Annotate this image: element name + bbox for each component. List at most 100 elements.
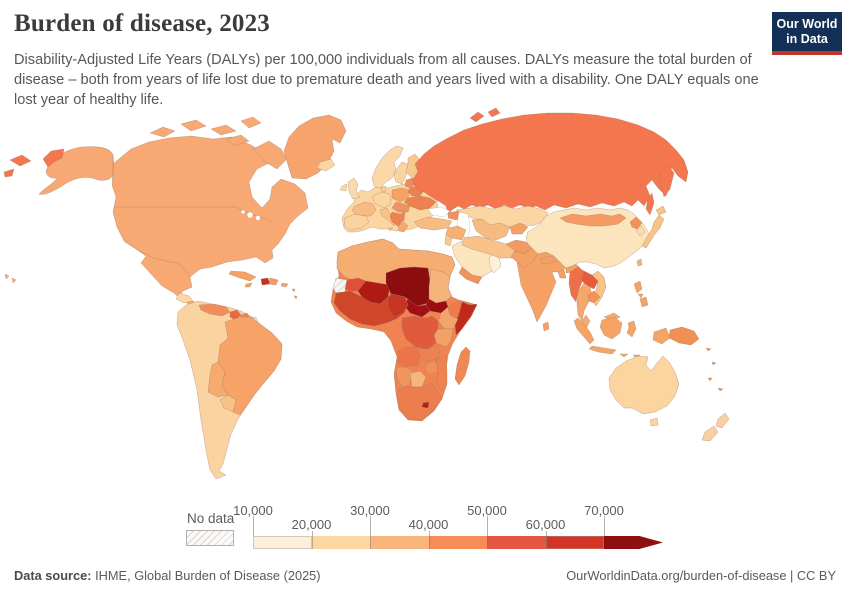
- country-norway[interactable]: [371, 145, 404, 189]
- country-russia-fragment[interactable]: [3, 168, 15, 178]
- country-mongolia[interactable]: [559, 213, 627, 227]
- legend-bin-4[interactable]: [487, 536, 546, 549]
- country-ukraine[interactable]: [403, 195, 437, 211]
- country-chukotka[interactable]: [42, 148, 65, 168]
- country-venezuela[interactable]: [198, 303, 231, 317]
- country-ireland[interactable]: [339, 183, 348, 192]
- country-new-caledonia[interactable]: [717, 387, 724, 392]
- country-cambodia[interactable]: [587, 290, 601, 304]
- legend-bin-5[interactable]: [545, 536, 604, 549]
- country-paraguay[interactable]: [219, 394, 237, 413]
- country-germany[interactable]: [372, 191, 392, 209]
- owid-link[interactable]: OurWorldinData.org/burden-of-disease | C…: [566, 568, 836, 583]
- legend-bin-2[interactable]: [370, 536, 429, 549]
- country-russia[interactable]: [411, 112, 689, 215]
- country-guatemala[interactable]: [175, 292, 194, 304]
- owid-logo[interactable]: Our World in Data: [772, 12, 842, 55]
- country-kyrgyzstan-tajikistan[interactable]: [509, 222, 529, 235]
- country-greece[interactable]: [397, 221, 409, 233]
- country-bolivia[interactable]: [207, 361, 229, 398]
- country-namibia[interactable]: [395, 366, 413, 388]
- country-new-zealand-south[interactable]: [701, 425, 719, 442]
- country-sudan[interactable]: [428, 268, 453, 304]
- country-zimbabwe[interactable]: [423, 360, 439, 376]
- country-sri-lanka[interactable]: [542, 321, 550, 332]
- country-sumatra[interactable]: [573, 317, 595, 345]
- country-greenland[interactable]: [283, 114, 347, 180]
- country-hawaii[interactable]: [11, 277, 17, 284]
- country-tasmania[interactable]: [649, 417, 659, 427]
- country-kamchatka[interactable]: [659, 164, 675, 198]
- country-bangladesh[interactable]: [557, 269, 567, 279]
- country-russia-fragment[interactable]: [9, 154, 32, 167]
- country-sicily[interactable]: [387, 227, 394, 232]
- country-united-kingdom[interactable]: [347, 177, 361, 200]
- country-turkey[interactable]: [413, 216, 453, 231]
- country-lesser-antilles[interactable]: [291, 288, 296, 293]
- country-madagascar[interactable]: [454, 346, 471, 386]
- country-novaya-zemlya[interactable]: [487, 107, 501, 118]
- country-south-africa[interactable]: [396, 382, 443, 421]
- country-nepal[interactable]: [539, 255, 557, 265]
- country-japan[interactable]: [641, 214, 665, 249]
- country-philippines-luzon[interactable]: [633, 280, 643, 294]
- country-new-zealand-north[interactable]: [715, 412, 730, 429]
- country-cuba[interactable]: [228, 270, 257, 282]
- country-drc[interactable]: [401, 315, 439, 350]
- country-kenya-uganda[interactable]: [437, 306, 459, 330]
- legend-bin-0[interactable]: [253, 536, 312, 549]
- country-haiti[interactable]: [260, 277, 271, 286]
- country-sweden[interactable]: [393, 161, 409, 185]
- no-data-swatch[interactable]: [186, 530, 234, 546]
- country-lesser-sunda[interactable]: [619, 353, 629, 358]
- country-balkans[interactable]: [389, 211, 406, 227]
- country-romania-hungary[interactable]: [391, 201, 411, 213]
- country-philippines-visayas[interactable]: [637, 293, 644, 299]
- country-arctic-island[interactable]: [149, 126, 176, 138]
- country-dominican-republic[interactable]: [268, 277, 279, 286]
- country-levant[interactable]: [444, 233, 453, 247]
- country-taiwan[interactable]: [636, 258, 643, 267]
- country-fiji[interactable]: [707, 377, 713, 382]
- country-canada-usa-mexico[interactable]: [111, 135, 309, 314]
- legend-bin-3[interactable]: [428, 536, 487, 549]
- country-puerto-rico[interactable]: [280, 282, 289, 288]
- country-arctic-island[interactable]: [180, 119, 207, 132]
- country-iceland[interactable]: [316, 158, 336, 172]
- country-australia[interactable]: [608, 355, 680, 415]
- country-south-korea[interactable]: [635, 225, 646, 237]
- country-borneo[interactable]: [599, 316, 623, 340]
- country-novaya-zemlya[interactable]: [469, 111, 485, 123]
- country-thailand[interactable]: [576, 282, 593, 322]
- country-north-korea[interactable]: [629, 216, 643, 230]
- country-uzbekistan-turkmenistan[interactable]: [471, 218, 511, 241]
- legend-bin-1[interactable]: [311, 536, 370, 549]
- country-arctic-island[interactable]: [210, 124, 237, 136]
- country-lesotho[interactable]: [421, 401, 430, 409]
- legend-bin-6[interactable]: [604, 536, 663, 549]
- country-jamaica[interactable]: [244, 282, 253, 288]
- country-mozambique[interactable]: [435, 354, 448, 392]
- country-arctic-island[interactable]: [225, 134, 250, 147]
- country-hokkaido[interactable]: [655, 205, 667, 216]
- country-finland[interactable]: [405, 153, 421, 179]
- country-angola[interactable]: [397, 346, 421, 368]
- country-western-sahara[interactable]: [332, 277, 348, 294]
- country-arctic-island[interactable]: [240, 116, 262, 129]
- country-solomon-islands[interactable]: [705, 347, 712, 352]
- country-west-papua[interactable]: [652, 327, 671, 345]
- country-denmark[interactable]: [380, 185, 387, 193]
- country-lesser-antilles[interactable]: [293, 295, 298, 300]
- country-france[interactable]: [351, 201, 377, 217]
- country-java[interactable]: [588, 345, 617, 355]
- country-sakhalin[interactable]: [645, 192, 655, 216]
- country-botswana[interactable]: [409, 370, 427, 388]
- country-papua-new-guinea[interactable]: [668, 326, 700, 346]
- country-vanuatu[interactable]: [711, 361, 717, 366]
- country-hawaii[interactable]: [4, 273, 10, 280]
- country-yemen[interactable]: [458, 266, 483, 285]
- country-nigeria[interactable]: [387, 293, 409, 318]
- country-philippines-mindanao[interactable]: [639, 296, 649, 308]
- country-sulawesi[interactable]: [626, 320, 637, 338]
- country-zambia[interactable]: [417, 344, 441, 362]
